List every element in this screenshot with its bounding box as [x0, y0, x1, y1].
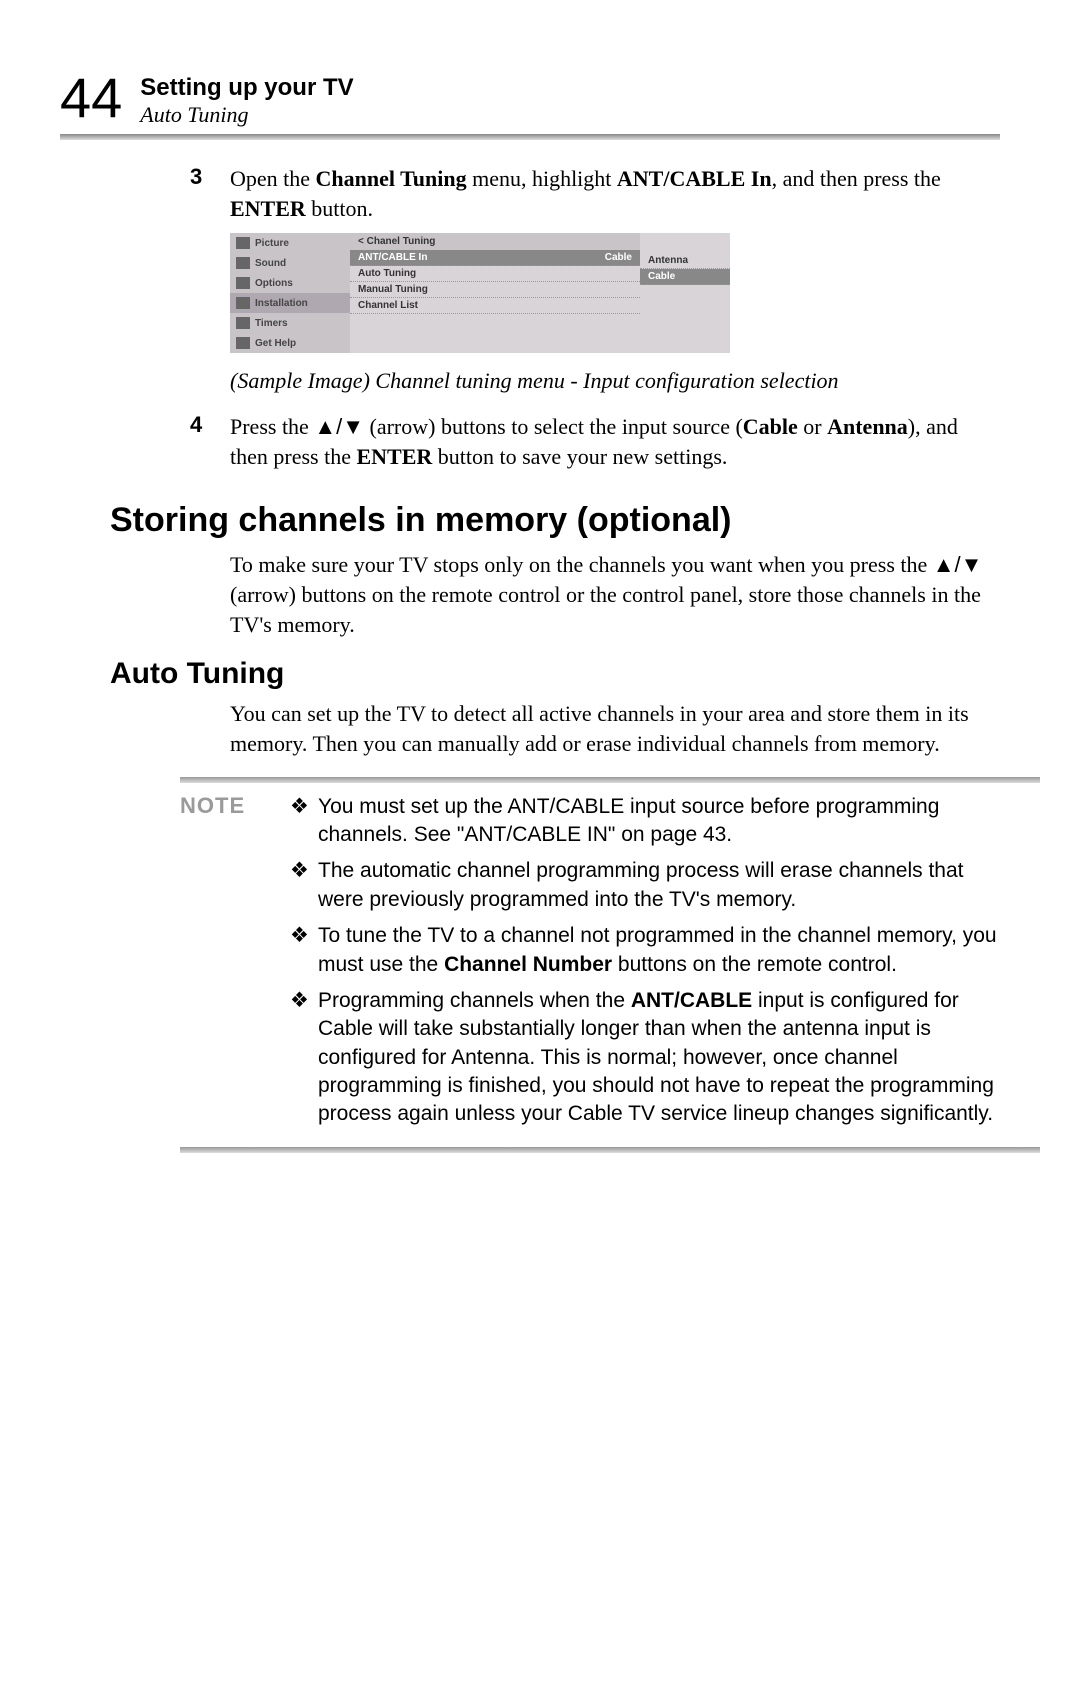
menu-row-label: Channel List: [358, 300, 418, 311]
note-item: ❖You must set up the ANT/CABLE input sou…: [290, 793, 1000, 850]
menu-title: < Chanel Tuning: [350, 233, 640, 250]
sidebar-icon: [236, 317, 250, 329]
note-list: ❖You must set up the ANT/CABLE input sou…: [290, 793, 1000, 1137]
note-text: The automatic channel programming proces…: [318, 857, 1000, 914]
sidebar-icon: [236, 257, 250, 269]
note-divider-top: [180, 777, 1040, 783]
note-text: To tune the TV to a channel not programm…: [318, 922, 1000, 979]
note-text: You must set up the ANT/CABLE input sour…: [318, 793, 1000, 850]
sidebar-label: Timers: [255, 318, 288, 329]
image-caption: (Sample Image) Channel tuning menu - Inp…: [230, 367, 1000, 396]
section-text: To make sure your TV stops only on the c…: [230, 550, 1000, 639]
header-text-block: Setting up your TV Auto Tuning: [140, 70, 353, 128]
menu-option: Cable: [640, 269, 730, 285]
sidebar-icon: [236, 337, 250, 349]
menu-row: Channel List: [350, 298, 640, 314]
note-bullet-icon: ❖: [290, 857, 318, 914]
note-block: NOTE ❖You must set up the ANT/CABLE inpu…: [180, 777, 1000, 1153]
menu-row-value: Cable: [605, 252, 632, 263]
step-3: 3 Open the Channel Tuning menu, highligh…: [190, 164, 1000, 223]
section-heading-auto-tuning: Auto Tuning: [110, 657, 1000, 691]
menu-sidebar: Picture Sound Options Installation Timers Get…: [230, 233, 350, 353]
step-4: 4 Press the ▲/▼ (arrow) buttons to selec…: [190, 412, 1000, 471]
sidebar-icon: [236, 297, 250, 309]
sample-menu-screenshot: Picture Sound Options Installation Timers Get…: [230, 233, 730, 353]
note-text: Programming channels when the ANT/CABLE …: [318, 987, 1000, 1129]
menu-row: Manual Tuning: [350, 282, 640, 298]
menu-row-label: ANT/CABLE In: [358, 252, 427, 263]
step-text: Press the ▲/▼ (arrow) buttons to select …: [230, 412, 1000, 471]
sidebar-icon: [236, 237, 250, 249]
step-number: 4: [190, 412, 230, 471]
header-subtitle: Auto Tuning: [140, 102, 353, 128]
menu-row-label: Auto Tuning: [358, 268, 416, 279]
menu-sidebar-item: Picture: [230, 233, 350, 253]
section-heading-storing: Storing channels in memory (optional): [110, 501, 1000, 540]
note-label: NOTE: [180, 793, 290, 1137]
menu-row: ANT/CABLE In Cable: [350, 250, 640, 266]
note-divider-bottom: [180, 1147, 1040, 1153]
note-bullet-icon: ❖: [290, 987, 318, 1129]
menu-rows: ANT/CABLE In Cable Auto Tuning Manual Tunin…: [350, 250, 640, 314]
page-number: 44: [60, 70, 122, 126]
menu-row-label: Manual Tuning: [358, 284, 428, 295]
menu-sidebar-item: Options: [230, 273, 350, 293]
sidebar-label: Get Help: [255, 338, 296, 349]
note-item: ❖To tune the TV to a channel not program…: [290, 922, 1000, 979]
step-number: 3: [190, 164, 230, 223]
step-text: Open the Channel Tuning menu, highlight …: [230, 164, 1000, 223]
page-header: 44 Setting up your TV Auto Tuning: [60, 70, 1000, 128]
sidebar-icon: [236, 277, 250, 289]
note-bullet-icon: ❖: [290, 793, 318, 850]
menu-row: Auto Tuning: [350, 266, 640, 282]
menu-sidebar-item: Installation: [230, 293, 350, 313]
header-title: Setting up your TV: [140, 74, 353, 102]
note-bullet-icon: ❖: [290, 922, 318, 979]
menu-sidebar-item: Sound: [230, 253, 350, 273]
note-item: ❖Programming channels when the ANT/CABLE…: [290, 987, 1000, 1129]
sidebar-label: Options: [255, 278, 293, 289]
sidebar-label: Installation: [255, 298, 308, 309]
menu-main-panel: < Chanel Tuning ANT/CABLE In Cable Auto Tu…: [350, 233, 640, 353]
sidebar-label: Picture: [255, 238, 289, 249]
sidebar-label: Sound: [255, 258, 286, 269]
note-item: ❖The automatic channel programming proce…: [290, 857, 1000, 914]
menu-options-panel: AntennaCable: [640, 233, 730, 353]
divider-top: [60, 134, 1000, 140]
section-text: You can set up the TV to detect all acti…: [230, 699, 1000, 758]
menu-sidebar-item: Get Help: [230, 333, 350, 353]
menu-option: Antenna: [640, 253, 730, 269]
menu-sidebar-item: Timers: [230, 313, 350, 333]
